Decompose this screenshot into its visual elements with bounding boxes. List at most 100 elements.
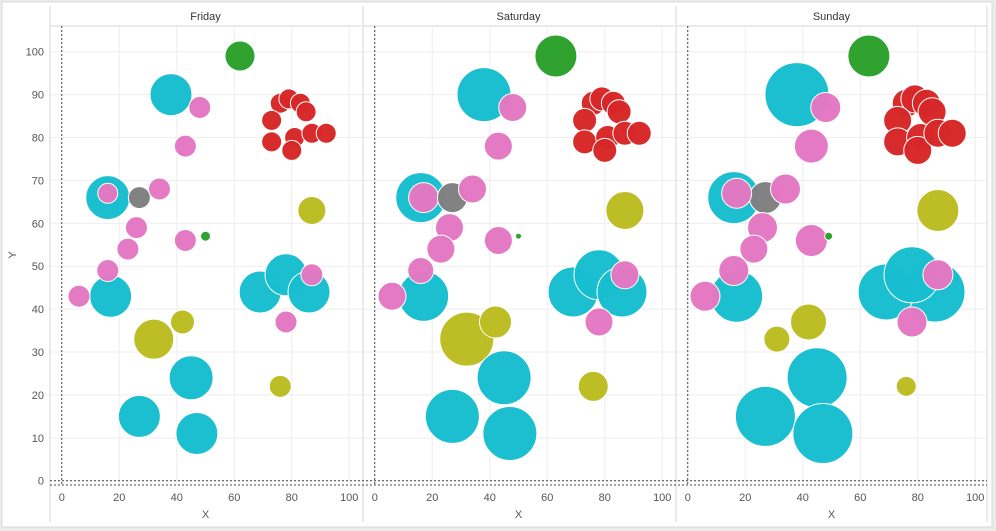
y-tick-label: 30: [32, 347, 44, 359]
bubble-olive[interactable]: [605, 190, 645, 230]
bubble-green[interactable]: [200, 230, 211, 242]
bubble-olive[interactable]: [916, 188, 960, 232]
bubble-cyan[interactable]: [734, 385, 796, 447]
bubble-pink[interactable]: [407, 257, 435, 285]
bubble-pink[interactable]: [610, 260, 640, 290]
bubble-pink[interactable]: [718, 255, 750, 287]
x-tick-label: 100: [653, 492, 671, 504]
x-tick-label: 20: [113, 492, 125, 504]
x-tick-label: 80: [286, 492, 298, 504]
bubble-red[interactable]: [592, 137, 618, 163]
bubble-olive[interactable]: [170, 309, 195, 335]
bubble-olive[interactable]: [268, 374, 292, 398]
panel-header: [676, 6, 987, 26]
bubble-pink[interactable]: [721, 177, 753, 209]
y-tick-label: 10: [32, 433, 44, 445]
bubble-pink[interactable]: [483, 131, 513, 161]
bubble-pink[interactable]: [794, 223, 828, 257]
bubble-pink[interactable]: [739, 234, 769, 264]
panel-header: [363, 6, 674, 26]
bubble-pink[interactable]: [116, 237, 140, 261]
axis-layer: 0 10 20 30 40 50 60 70 80 90 100 Friday 0 20 40 60 80 100…: [26, 11, 987, 521]
y-tick-label: 80: [32, 133, 44, 145]
bubble-pink[interactable]: [922, 259, 954, 291]
bubble-pink[interactable]: [97, 182, 119, 204]
x-tick-label: 40: [171, 492, 183, 504]
bubble-cyan[interactable]: [149, 73, 193, 117]
bubble-olive[interactable]: [763, 325, 791, 353]
y-tick-label: 20: [32, 390, 44, 402]
bubble-green[interactable]: [847, 34, 891, 78]
bubble-pink[interactable]: [125, 216, 148, 240]
y-tick-label: 90: [32, 90, 44, 102]
bubble-red[interactable]: [261, 131, 283, 153]
x-tick-label: 0: [59, 492, 65, 504]
y-tick-label: 70: [32, 175, 44, 187]
bubble-pink[interactable]: [173, 134, 197, 158]
bubble-olive[interactable]: [479, 305, 512, 339]
bubble-red[interactable]: [281, 139, 303, 161]
bubble-cyan[interactable]: [424, 388, 480, 444]
bubble-cyan[interactable]: [476, 350, 532, 406]
bubble-pink[interactable]: [300, 263, 324, 287]
x-tick-label: 20: [426, 492, 438, 504]
bubble-green[interactable]: [824, 231, 834, 241]
bubble-pink[interactable]: [188, 96, 212, 120]
bubble-pink[interactable]: [770, 173, 801, 205]
bubble-cyan[interactable]: [168, 355, 214, 401]
x-tick-label: 100: [340, 492, 358, 504]
bubble-red[interactable]: [261, 109, 283, 131]
bubble-cyan[interactable]: [482, 406, 538, 462]
bubble-cyan[interactable]: [175, 412, 219, 456]
bubble-red[interactable]: [626, 120, 652, 146]
bubble-pink[interactable]: [408, 182, 440, 214]
panel-title-sunday: Sunday: [813, 11, 851, 23]
bubble-pink[interactable]: [896, 306, 928, 338]
bubble-green[interactable]: [515, 232, 522, 240]
y-tick-label: 50: [32, 261, 44, 273]
bubble-olive[interactable]: [133, 318, 175, 360]
bubble-red[interactable]: [295, 101, 317, 123]
bubble-pink[interactable]: [483, 225, 513, 255]
bubble-pink[interactable]: [173, 228, 197, 252]
bubble-gray[interactable]: [127, 186, 151, 210]
bubble-pink[interactable]: [67, 284, 91, 308]
bubble-red[interactable]: [903, 135, 933, 165]
bubble-pink[interactable]: [689, 280, 721, 312]
bubble-cyan[interactable]: [786, 347, 848, 409]
bubble-pink[interactable]: [274, 310, 298, 334]
x-tick-label: 100: [966, 492, 984, 504]
bubble-red[interactable]: [315, 122, 337, 144]
bubble-pink[interactable]: [148, 177, 171, 201]
bubble-pink[interactable]: [426, 234, 456, 264]
bubble-pink[interactable]: [96, 259, 120, 283]
bubble-olive[interactable]: [895, 375, 917, 397]
bubble-pink[interactable]: [458, 174, 487, 204]
bubble-red[interactable]: [606, 99, 632, 125]
x-tick-label: 80: [599, 492, 611, 504]
bubble-red[interactable]: [572, 107, 598, 133]
bubble-olive[interactable]: [790, 303, 827, 341]
bubble-pink[interactable]: [377, 281, 407, 311]
x-tick-label: 0: [685, 492, 691, 504]
panel-title-saturday: Saturday: [496, 11, 541, 23]
bubble-green[interactable]: [534, 34, 578, 78]
y-tick-label: 0: [38, 476, 44, 488]
bubble-cyan[interactable]: [792, 403, 854, 465]
bubble-olive[interactable]: [577, 370, 609, 402]
panel-header: [50, 6, 361, 26]
x-tick-label: 40: [797, 492, 809, 504]
bubble-green[interactable]: [224, 40, 256, 72]
bubble-red[interactable]: [937, 118, 967, 148]
bubble-cyan[interactable]: [117, 394, 161, 438]
panel-title-friday: Friday: [190, 11, 221, 23]
bubble-pink[interactable]: [810, 92, 842, 124]
y-axis-label: Y: [7, 251, 19, 259]
bubble-pink[interactable]: [584, 307, 614, 337]
bubble-pink[interactable]: [793, 128, 829, 164]
x-axis-label: X: [515, 509, 523, 521]
bubble-olive[interactable]: [297, 195, 327, 225]
y-tick-label: 40: [32, 304, 44, 316]
bubble-pink[interactable]: [498, 93, 528, 123]
